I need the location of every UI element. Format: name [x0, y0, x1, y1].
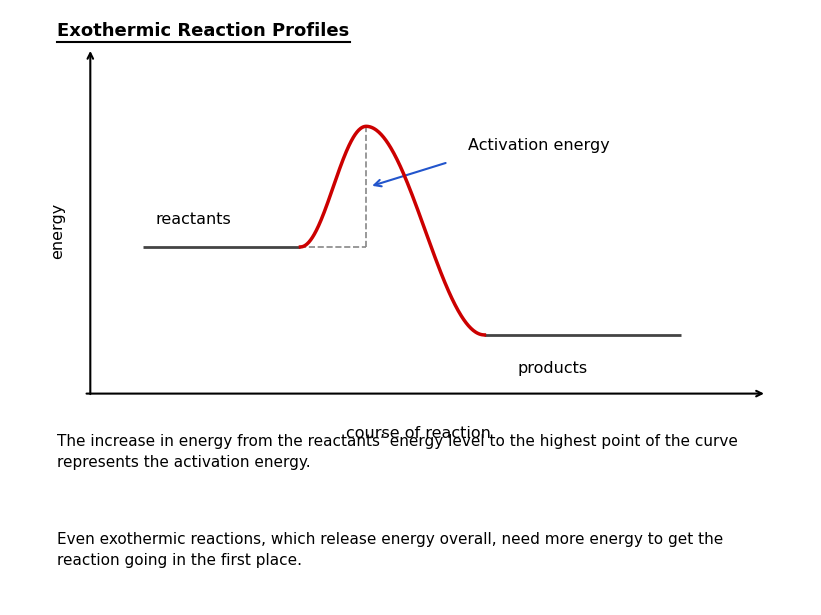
Text: energy: energy	[50, 202, 65, 259]
Text: products: products	[517, 361, 587, 376]
Text: Activation energy: Activation energy	[468, 138, 610, 153]
Text: course of reaction: course of reaction	[346, 426, 491, 441]
Text: reactants: reactants	[156, 212, 232, 228]
Text: Even exothermic reactions, which release energy overall, need more energy to get: Even exothermic reactions, which release…	[57, 532, 724, 568]
Text: The increase in energy from the reactants’ energy level to the highest point of : The increase in energy from the reactant…	[57, 434, 738, 470]
Text: Exothermic Reaction Profiles: Exothermic Reaction Profiles	[57, 22, 350, 39]
